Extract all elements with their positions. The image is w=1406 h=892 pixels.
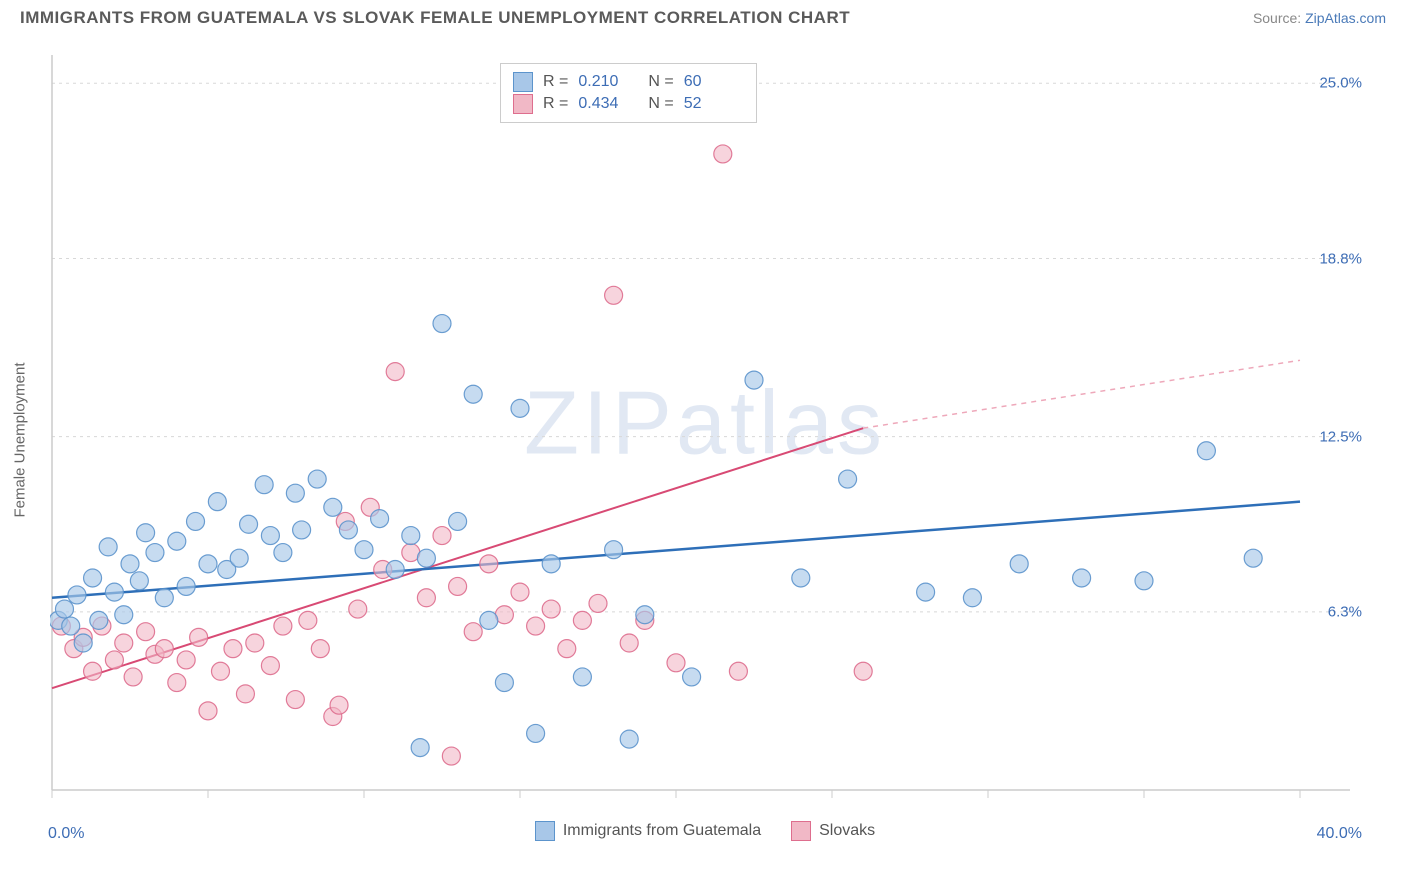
correlation-legend: R = 0.210 N = 60 R = 0.434 N = 52	[500, 63, 757, 123]
r-label: R =	[543, 73, 568, 91]
header: IMMIGRANTS FROM GUATEMALA VS SLOVAK FEMA…	[0, 0, 1406, 28]
source-prefix: Source:	[1253, 10, 1305, 26]
y-axis-label: Female Unemployment	[12, 362, 29, 517]
legend-item-slovaks: Slovaks	[791, 821, 875, 841]
legend-swatch-icon	[791, 821, 811, 841]
legend-item-guatemala: Immigrants from Guatemala	[535, 821, 761, 841]
y-tick-label: 18.8%	[1319, 250, 1362, 267]
legend-swatch-guatemala	[513, 72, 533, 92]
legend-label: Slovaks	[819, 822, 875, 840]
legend-label: Immigrants from Guatemala	[563, 822, 761, 840]
source-link[interactable]: ZipAtlas.com	[1305, 10, 1386, 26]
r-value-guatemala: 0.210	[578, 73, 638, 91]
y-tick-label: 25.0%	[1319, 75, 1362, 92]
legend-swatch-icon	[535, 821, 555, 841]
n-label: N =	[648, 73, 673, 91]
n-value-guatemala: 60	[684, 73, 744, 91]
n-value-slovaks: 52	[684, 95, 744, 113]
n-label: N =	[648, 95, 673, 113]
series-legend: Immigrants from Guatemala Slovaks	[50, 821, 1360, 841]
r-label: R =	[543, 95, 568, 113]
x-max-label: 40.0%	[1317, 825, 1362, 843]
r-value-slovaks: 0.434	[578, 95, 638, 113]
chart-title: IMMIGRANTS FROM GUATEMALA VS SLOVAK FEMA…	[20, 8, 850, 28]
scatter-plot	[50, 45, 1360, 835]
legend-row-guatemala: R = 0.210 N = 60	[513, 72, 744, 92]
chart-area: Female Unemployment ZIPatlas R = 0.210 N…	[50, 45, 1360, 835]
x-min-label: 0.0%	[48, 825, 84, 843]
source-attribution: Source: ZipAtlas.com	[1253, 10, 1386, 26]
legend-row-slovaks: R = 0.434 N = 52	[513, 94, 744, 114]
y-tick-label: 6.3%	[1328, 603, 1362, 620]
y-tick-label: 12.5%	[1319, 428, 1362, 445]
legend-swatch-slovaks	[513, 94, 533, 114]
